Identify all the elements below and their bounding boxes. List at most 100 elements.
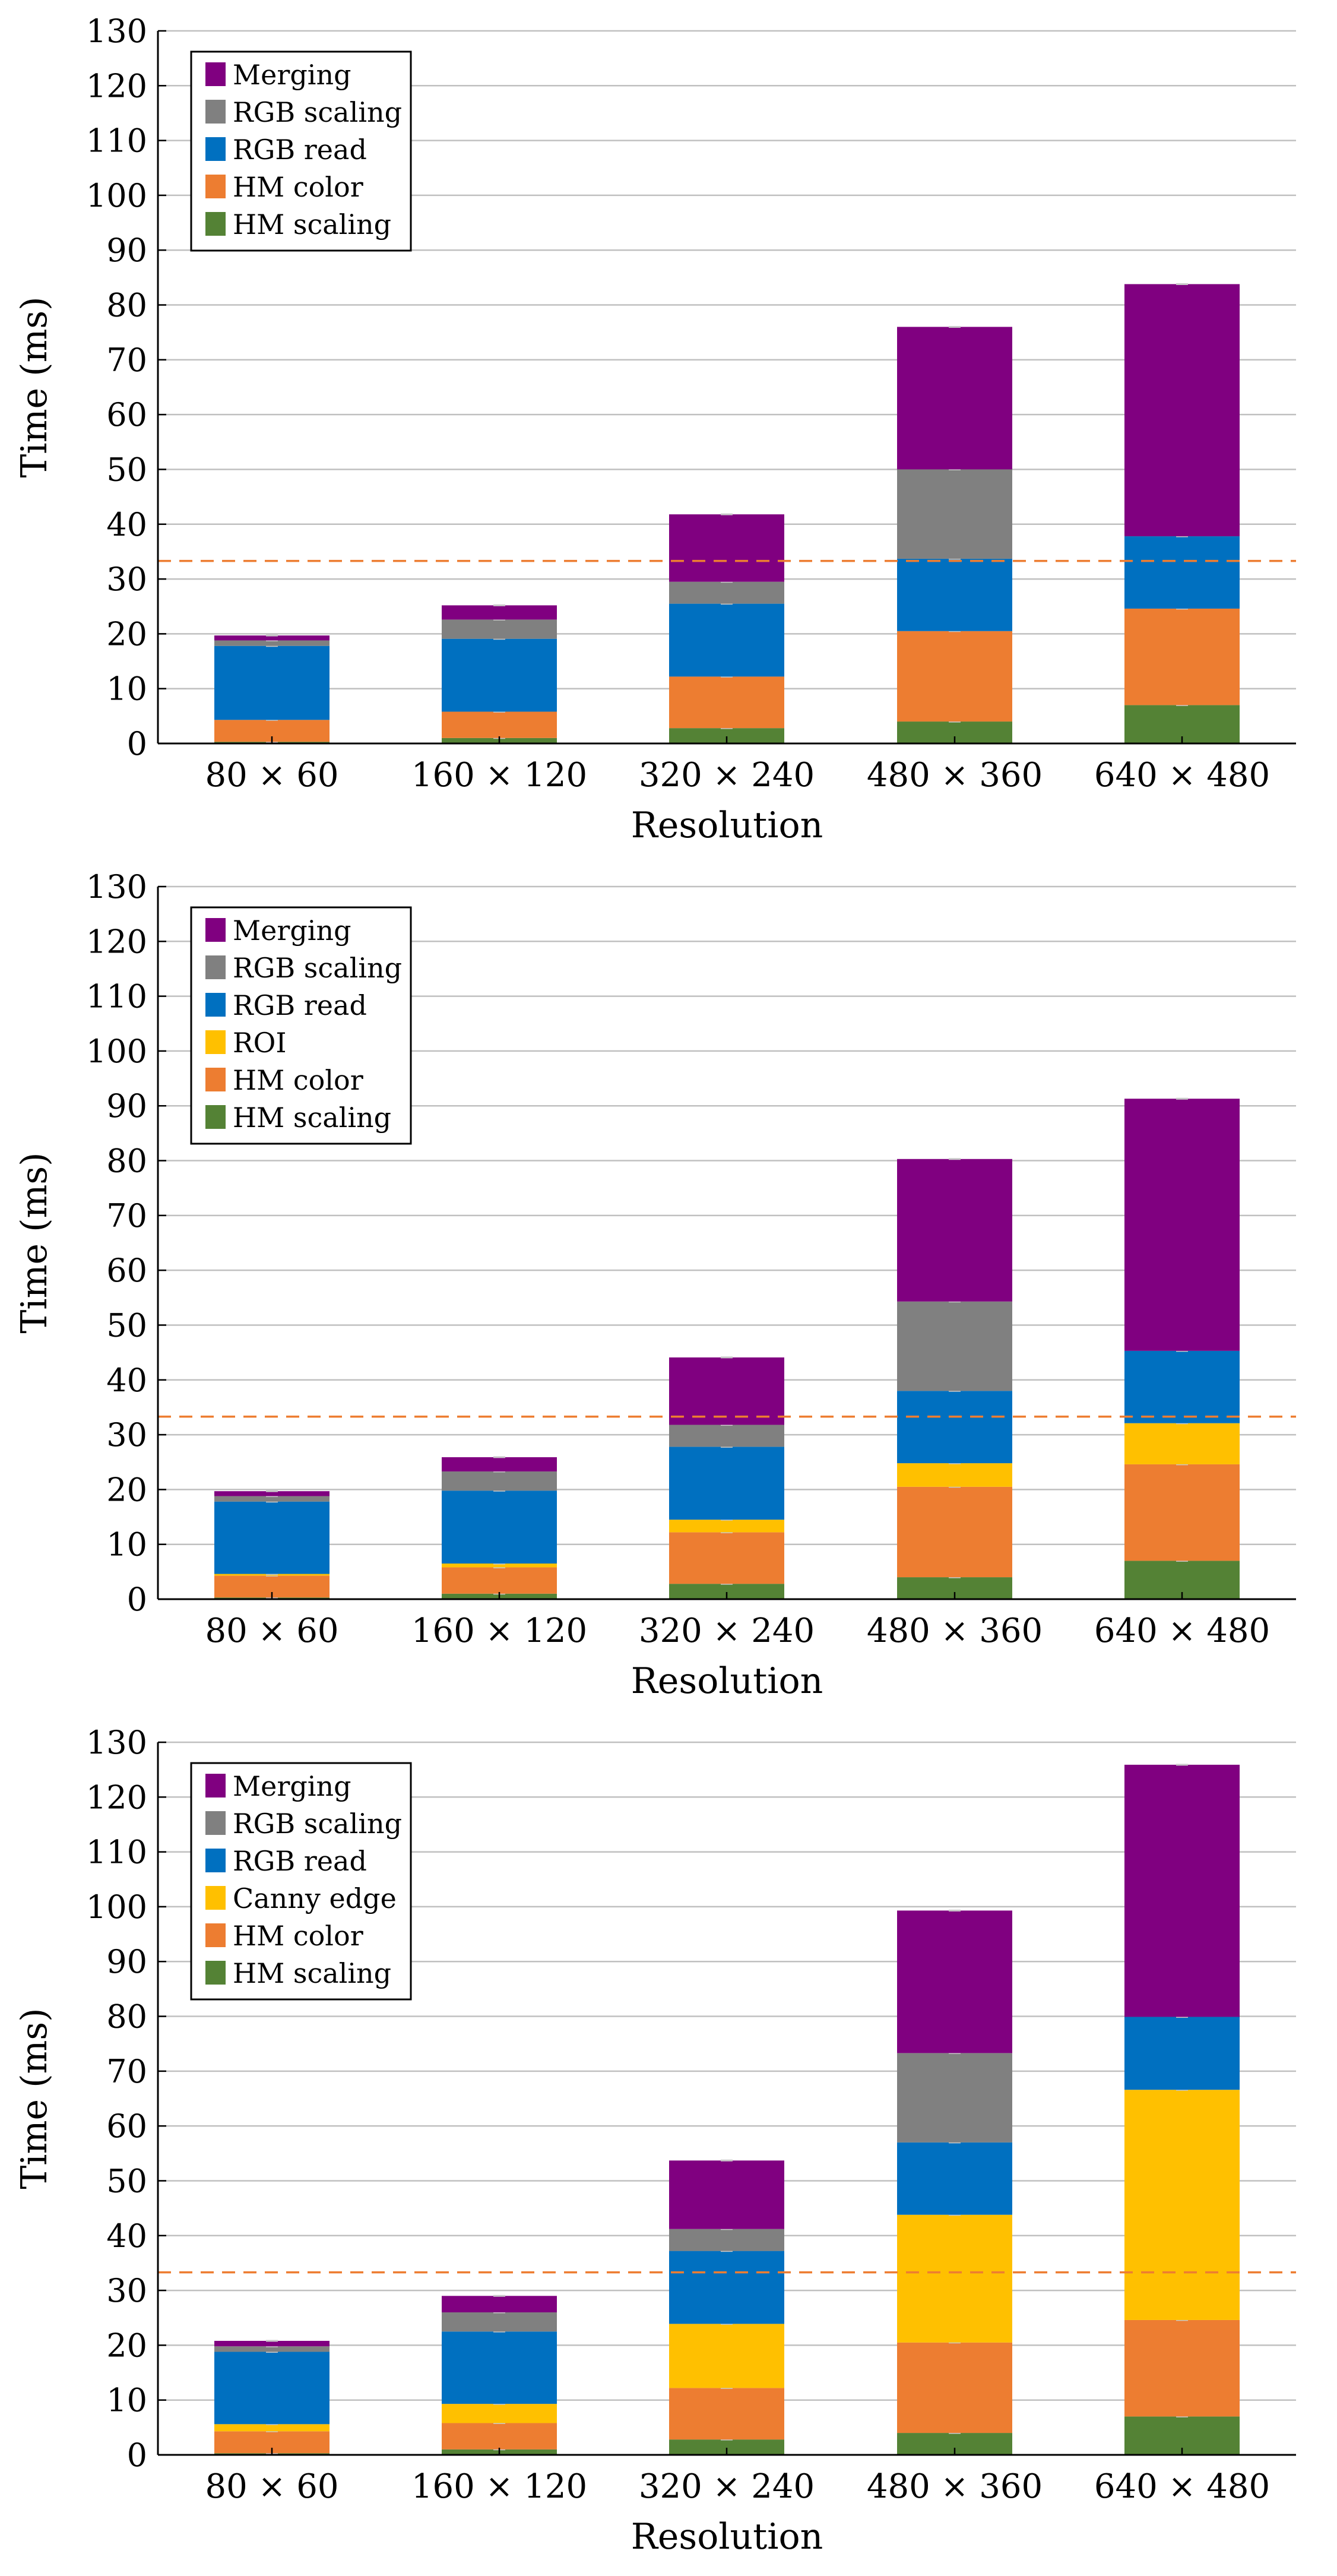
bar-segment bbox=[214, 1496, 330, 1502]
legend-label: HM scaling bbox=[233, 1102, 391, 1134]
bar-segment bbox=[442, 2404, 557, 2423]
y-tick-label: 40 bbox=[106, 506, 147, 543]
legend-label: Canny edge bbox=[233, 1882, 397, 1914]
y-tick-label: 130 bbox=[86, 868, 147, 906]
y-tick-label: 80 bbox=[106, 1143, 147, 1180]
y-tick-label: 110 bbox=[86, 978, 147, 1015]
x-tick-label: 160 × 120 bbox=[411, 756, 587, 795]
bar-segment bbox=[214, 2341, 330, 2347]
bar-segment bbox=[669, 581, 784, 604]
bar-segment bbox=[1124, 1099, 1240, 1351]
y-tick-label: 100 bbox=[86, 177, 147, 214]
y-tick-label: 100 bbox=[86, 1033, 147, 1070]
y-tick-label: 50 bbox=[106, 1306, 147, 1344]
legend-box bbox=[190, 1762, 412, 2001]
bar-segment bbox=[1124, 2319, 1240, 2417]
legend-swatch bbox=[205, 955, 226, 979]
legend-label: RGB scaling bbox=[233, 96, 402, 128]
bar-segment bbox=[897, 1486, 1012, 1578]
legend-swatch bbox=[205, 62, 226, 86]
bar-segment bbox=[442, 605, 557, 620]
bar-segment bbox=[669, 676, 784, 729]
y-tick-label: 50 bbox=[106, 2162, 147, 2200]
y-axis-title: Time (ms) bbox=[14, 296, 55, 477]
bar-segment bbox=[897, 1301, 1012, 1391]
bar-segment bbox=[442, 619, 557, 639]
bar-segment bbox=[897, 2142, 1012, 2215]
chart-panel-2: 0 10 20 30 40 50 60 70 80 90 100 110 120 130 80 × 60 16… bbox=[14, 868, 1296, 1702]
y-tick-label: 120 bbox=[86, 1778, 147, 1816]
bar-segment bbox=[214, 635, 330, 641]
y-tick-label: 90 bbox=[106, 1087, 147, 1125]
x-axis-title: Resolution bbox=[631, 1660, 823, 1702]
x-tick-label: 480 × 360 bbox=[867, 1612, 1043, 1650]
x-tick-label: 80 × 60 bbox=[205, 756, 338, 795]
x-tick-label: 640 × 480 bbox=[1094, 1612, 1270, 1650]
y-tick-label: 130 bbox=[86, 1724, 147, 1761]
y-tick-label: 60 bbox=[106, 1252, 147, 1289]
bar-segment bbox=[669, 2160, 784, 2229]
bar-segment bbox=[1124, 2090, 1240, 2320]
bar-segment bbox=[897, 2342, 1012, 2433]
bar-segment bbox=[214, 2352, 330, 2425]
y-tick-label: 110 bbox=[86, 1834, 147, 1871]
bar-segment bbox=[897, 469, 1012, 559]
y-tick-label: 90 bbox=[106, 232, 147, 269]
legend-swatch bbox=[205, 1068, 226, 1091]
y-tick-label: 80 bbox=[106, 287, 147, 324]
y-tick-label: 80 bbox=[106, 1998, 147, 2036]
legend-swatch bbox=[205, 1886, 226, 1910]
x-tick-label: 160 × 120 bbox=[411, 1612, 587, 1650]
legend-label: RGB read bbox=[233, 1845, 367, 1877]
x-axis-title: Resolution bbox=[631, 805, 823, 846]
x-tick-label: 640 × 480 bbox=[1094, 2467, 1270, 2506]
legend-swatch bbox=[205, 993, 226, 1017]
bar-segment bbox=[214, 640, 330, 646]
x-axis-title: Resolution bbox=[631, 2516, 823, 2558]
legend-label: HM scaling bbox=[233, 1957, 391, 1989]
bar-segment bbox=[214, 645, 330, 720]
x-tick-label: 320 × 240 bbox=[639, 2467, 815, 2506]
legend-label: Merging bbox=[233, 914, 351, 947]
bar-segment bbox=[669, 514, 784, 582]
bar-segment bbox=[897, 1910, 1012, 2053]
y-tick-label: 40 bbox=[106, 1362, 147, 1399]
legend-swatch bbox=[205, 137, 226, 161]
bar-segment bbox=[669, 1447, 784, 1520]
bar-segment bbox=[1124, 284, 1240, 537]
y-tick-label: 50 bbox=[106, 451, 147, 488]
legend-swatch bbox=[205, 1923, 226, 1947]
bar-segment bbox=[897, 327, 1012, 470]
legend-label: Merging bbox=[233, 1770, 351, 1802]
legend-swatch bbox=[205, 1105, 226, 1129]
legend-label: RGB scaling bbox=[233, 952, 402, 984]
bar-segment bbox=[669, 1425, 784, 1447]
bar-segment bbox=[1124, 608, 1240, 705]
legend-label: RGB scaling bbox=[233, 1808, 402, 1840]
bar-segment bbox=[214, 2424, 330, 2432]
y-tick-label: 10 bbox=[106, 670, 147, 708]
x-tick-label: 80 × 60 bbox=[205, 2467, 338, 2506]
bar-segment bbox=[442, 1490, 557, 1564]
bar-segment bbox=[1124, 536, 1240, 609]
y-tick-label: 130 bbox=[86, 12, 147, 50]
legend-swatch bbox=[205, 918, 226, 942]
y-tick-label: 30 bbox=[106, 1416, 147, 1454]
bar-segment bbox=[897, 1463, 1012, 1487]
bar-segment bbox=[214, 2346, 330, 2352]
bar-segment bbox=[897, 1391, 1012, 1464]
y-tick-label: 30 bbox=[106, 561, 147, 598]
bar-segment bbox=[442, 2312, 557, 2332]
bar-segment bbox=[669, 2251, 784, 2324]
legend-label: RGB read bbox=[233, 134, 367, 166]
legend-swatch bbox=[205, 212, 226, 236]
bar-segment bbox=[669, 1532, 784, 1584]
y-tick-label: 20 bbox=[106, 615, 147, 653]
bar-segment bbox=[669, 2229, 784, 2251]
y-tick-label: 120 bbox=[86, 923, 147, 960]
x-tick-label: 320 × 240 bbox=[639, 1612, 815, 1650]
legend-label: Merging bbox=[233, 59, 351, 91]
legend-swatch bbox=[205, 1849, 226, 1872]
y-tick-label: 100 bbox=[86, 1888, 147, 1926]
